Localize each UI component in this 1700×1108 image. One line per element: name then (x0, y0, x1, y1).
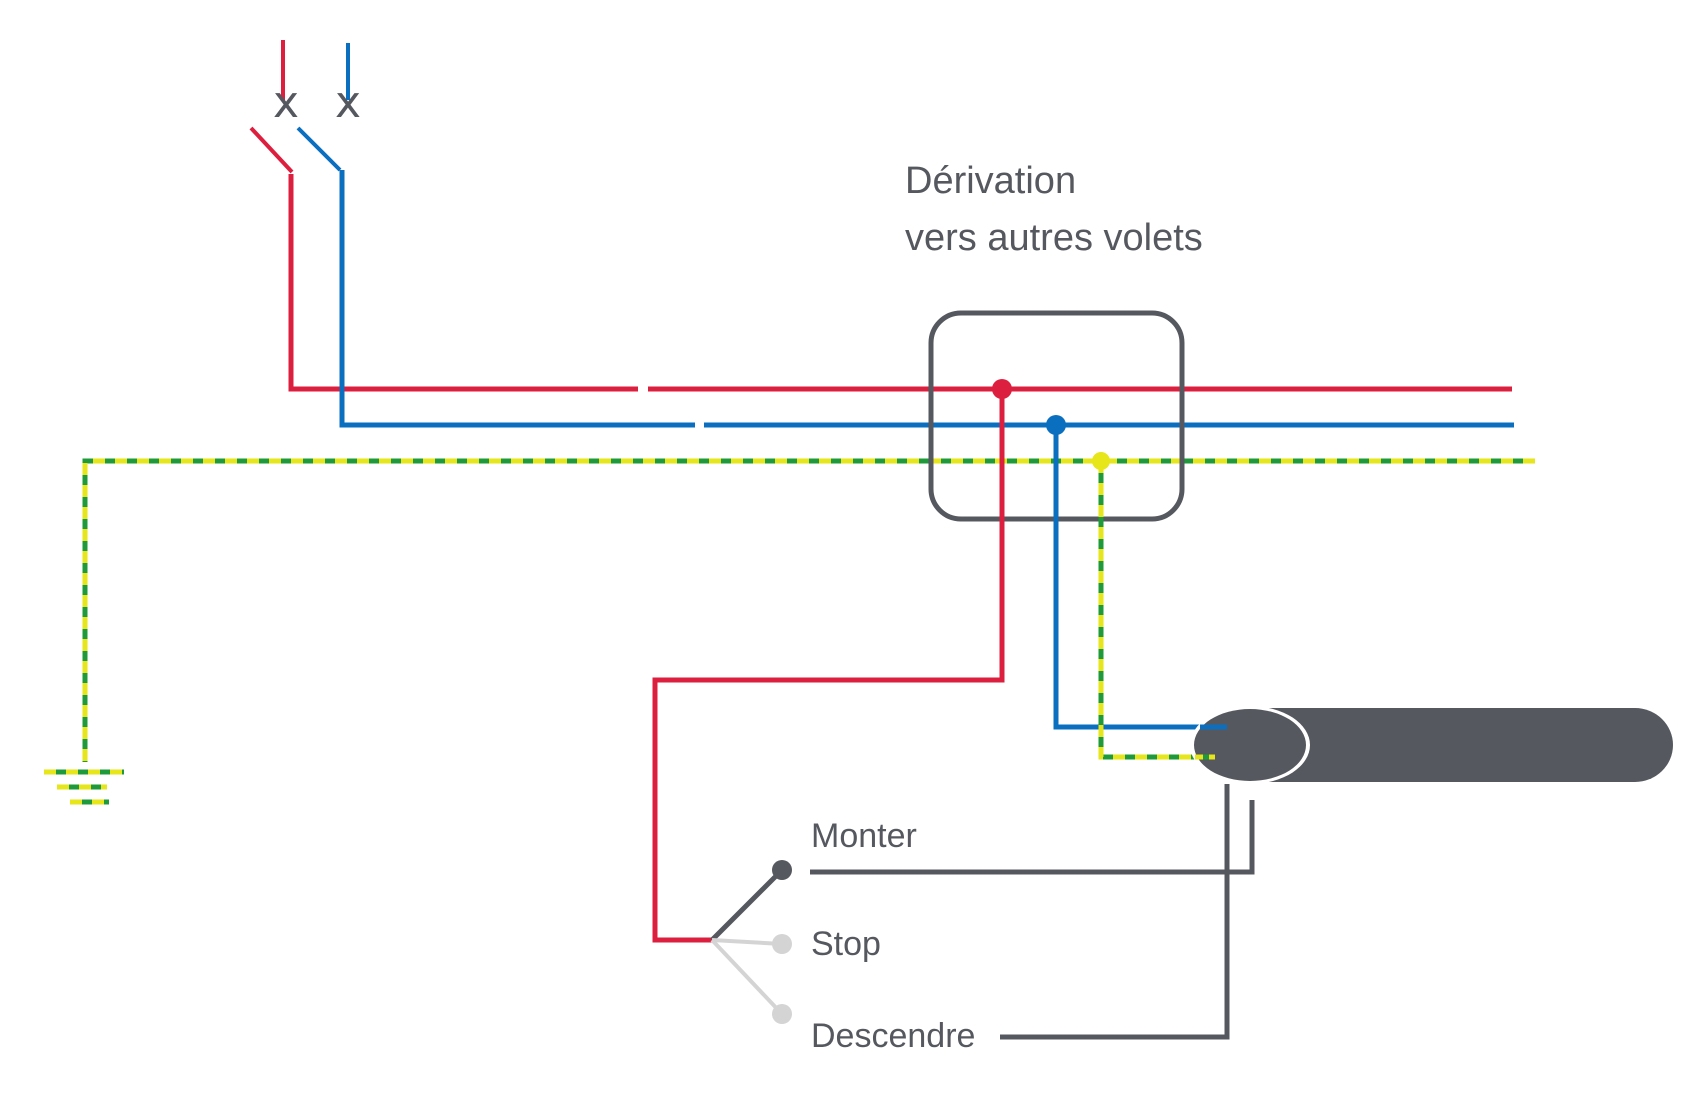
three-position-switch-icon (710, 860, 792, 1024)
neutral-breaker-mark: x (335, 77, 361, 128)
ground-symbol-icon (44, 769, 124, 805)
derivation-title-line1: Dérivation (905, 160, 1076, 202)
phase-wire (288, 174, 1512, 392)
switch-label-down: Descendre (811, 1017, 975, 1055)
up-terminal-dot (772, 860, 792, 880)
earth-junction-dot (1092, 452, 1110, 470)
phase-breaker-mark: x (273, 77, 299, 128)
neutral-breaker-contact (296, 126, 342, 172)
neutral-wire (339, 170, 1514, 428)
shutter-motor-icon (1190, 706, 1673, 784)
earth-drop-to-motor (1098, 461, 1215, 760)
earth-wire (82, 458, 1535, 762)
neutral-drop-to-motor (1053, 425, 1227, 730)
derivation-title-line2: vers autres volets (905, 217, 1203, 259)
phase-junction-dot (992, 379, 1012, 399)
switch-label-stop: Stop (811, 925, 881, 963)
switch-label-up: Monter (811, 817, 917, 855)
neutral-junction-dot (1046, 415, 1066, 435)
up-control-wire (810, 800, 1255, 875)
phase-drop-to-switch (652, 389, 1005, 943)
down-terminal-dot (772, 1004, 792, 1024)
stop-terminal-dot (772, 934, 792, 954)
circuit-breaker-icon: x x (249, 40, 361, 174)
phase-breaker-contact (249, 126, 294, 174)
down-control-wire (1000, 784, 1230, 1040)
